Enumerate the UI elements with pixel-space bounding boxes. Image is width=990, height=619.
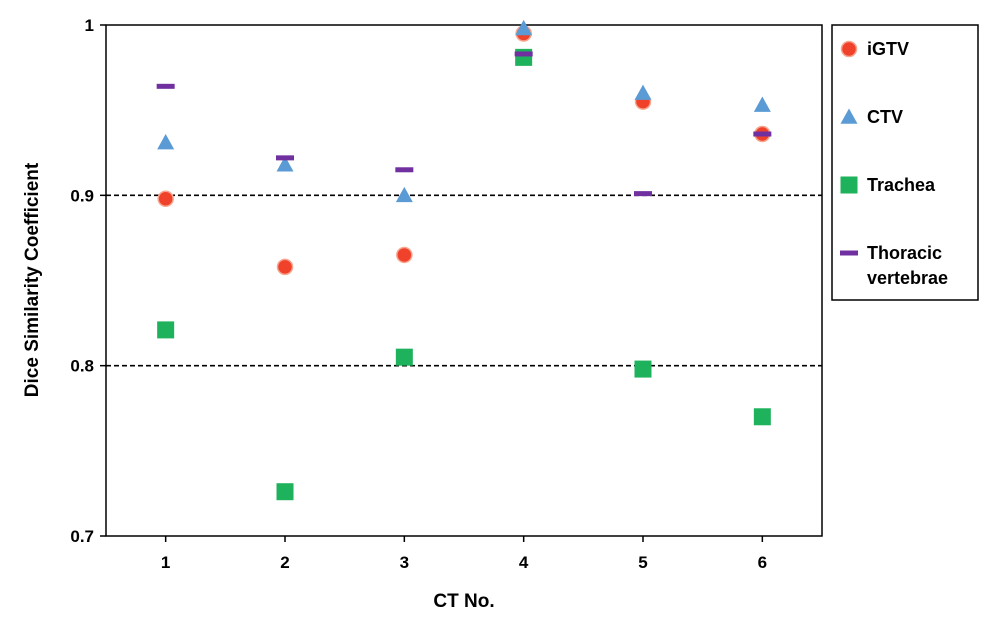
legend-item-ctv: CTV xyxy=(840,107,903,127)
x-tick-label: 2 xyxy=(280,553,289,572)
point-ctv-4 xyxy=(515,19,533,36)
point-ctv-5 xyxy=(634,84,652,100)
legend-marker-trachea xyxy=(840,176,858,194)
x-tick-label: 3 xyxy=(400,553,409,572)
x-tick-label: 1 xyxy=(161,553,170,572)
legend-label: Thoracic vertebrae xyxy=(867,243,948,288)
legend-item-igtv: iGTV xyxy=(840,39,909,59)
legend-item-thoracic-vertebrae: Thoracic vertebrae xyxy=(840,243,948,288)
x-tick-label: 4 xyxy=(519,553,529,572)
point-trachea-2 xyxy=(276,483,294,501)
data-points xyxy=(156,19,772,501)
series-ctv xyxy=(157,19,771,203)
point-thoracic-vertebrae-2 xyxy=(276,155,294,161)
legend-marker-igtv xyxy=(840,40,858,58)
series-trachea xyxy=(157,48,771,501)
point-ctv-1 xyxy=(157,134,175,150)
point-ctv-6 xyxy=(753,96,771,112)
legend-marker-ctv xyxy=(840,108,858,124)
legend-label: CTV xyxy=(867,107,903,127)
x-tick-label: 6 xyxy=(758,553,767,572)
y-tick-label: 0.9 xyxy=(70,186,94,205)
point-thoracic-vertebrae-6 xyxy=(753,131,772,137)
point-thoracic-vertebrae-1 xyxy=(156,83,175,89)
x-axis-ticks: 1 2 3 4 5 6 xyxy=(161,536,767,572)
point-igtv-3 xyxy=(396,246,413,264)
point-igtv-1 xyxy=(157,190,174,207)
x-tick-label: 5 xyxy=(638,553,647,572)
x-axis-label: CT No. xyxy=(433,591,494,612)
y-tick-label: 0.7 xyxy=(70,527,94,546)
legend-label: iGTV xyxy=(867,39,909,59)
reference-lines xyxy=(106,194,822,367)
legend-label: Trachea xyxy=(867,175,936,195)
point-igtv-2 xyxy=(276,258,294,276)
point-trachea-3 xyxy=(395,348,413,366)
point-ctv-2 xyxy=(276,156,294,172)
point-thoracic-vertebrae-4 xyxy=(514,51,533,57)
y-tick-label: 1 xyxy=(85,16,94,35)
legend: iGTV CTV Trachea Thoracic vertebrae xyxy=(831,24,979,301)
point-trachea-5 xyxy=(634,360,652,378)
point-ctv-3 xyxy=(395,186,413,203)
y-axis-label: Dice Similarity Coefficient xyxy=(22,162,43,397)
point-thoracic-vertebrae-3 xyxy=(395,167,414,173)
point-trachea-4 xyxy=(515,48,533,66)
series-igtv xyxy=(157,25,771,276)
legend-marker-thoracic-vertebrae xyxy=(840,250,858,256)
series-thoracic-vertebrae xyxy=(156,51,772,197)
y-tick-label: 0.8 xyxy=(70,357,94,376)
legend-item-trachea: Trachea xyxy=(840,175,936,195)
point-trachea-6 xyxy=(753,408,771,426)
y-axis-ticks: 0.7 0.8 0.9 1 xyxy=(70,16,106,546)
point-trachea-1 xyxy=(157,321,175,339)
plot-area xyxy=(105,24,823,537)
point-thoracic-vertebrae-5 xyxy=(634,191,652,197)
